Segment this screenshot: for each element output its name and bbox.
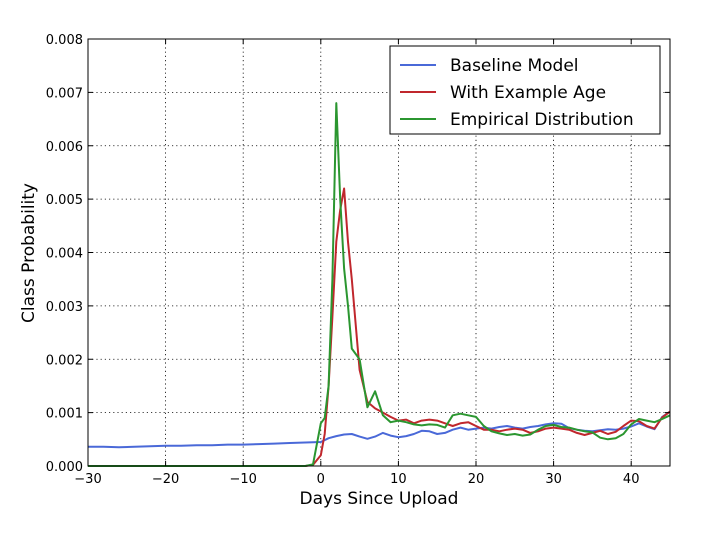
x-tick-label: −10 <box>229 472 256 487</box>
x-tick-label: 30 <box>545 472 562 487</box>
y-tick-label: 0.004 <box>46 247 83 262</box>
y-tick-label: 0.002 <box>46 353 83 368</box>
series-lines <box>88 102 671 467</box>
legend-label-with-example-age: With Example Age <box>450 83 606 103</box>
y-tick-label: 0.000 <box>46 460 83 475</box>
y-tick-label: 0.003 <box>46 300 83 315</box>
legend: Baseline Model With Example Age Empirical … <box>389 45 661 135</box>
legend-label-empirical-distribution: Empirical Distribution <box>450 110 634 130</box>
series-line-baseline-model <box>88 410 671 449</box>
x-tick-label: 10 <box>390 472 407 487</box>
y-axis-label: Class Probability <box>19 183 39 323</box>
series-line-with-example-age <box>88 187 671 467</box>
y-tick-label: 0.005 <box>46 193 83 208</box>
y-tick-labels: 0.000 0.001 0.002 0.003 0.004 0.005 0.006 0.007… <box>46 33 83 475</box>
y-tick-label: 0.001 <box>46 407 83 422</box>
legend-label-baseline-model: Baseline Model <box>450 56 579 76</box>
x-tick-label: −30 <box>74 472 101 487</box>
y-tick-label: 0.006 <box>46 140 83 155</box>
y-tick-label: 0.008 <box>46 33 83 48</box>
x-tick-label: 20 <box>468 472 485 487</box>
tick-marks <box>87 38 670 467</box>
grid-lines <box>88 39 670 466</box>
x-tick-label: 40 <box>623 472 640 487</box>
y-tick-label: 0.007 <box>46 86 83 101</box>
x-axis-label: Days Since Upload <box>300 489 459 509</box>
x-tick-labels: −30 −20 −10 0 10 20 30 40 <box>74 472 639 487</box>
x-tick-label: −20 <box>152 472 179 487</box>
x-tick-label: 0 <box>317 472 325 487</box>
